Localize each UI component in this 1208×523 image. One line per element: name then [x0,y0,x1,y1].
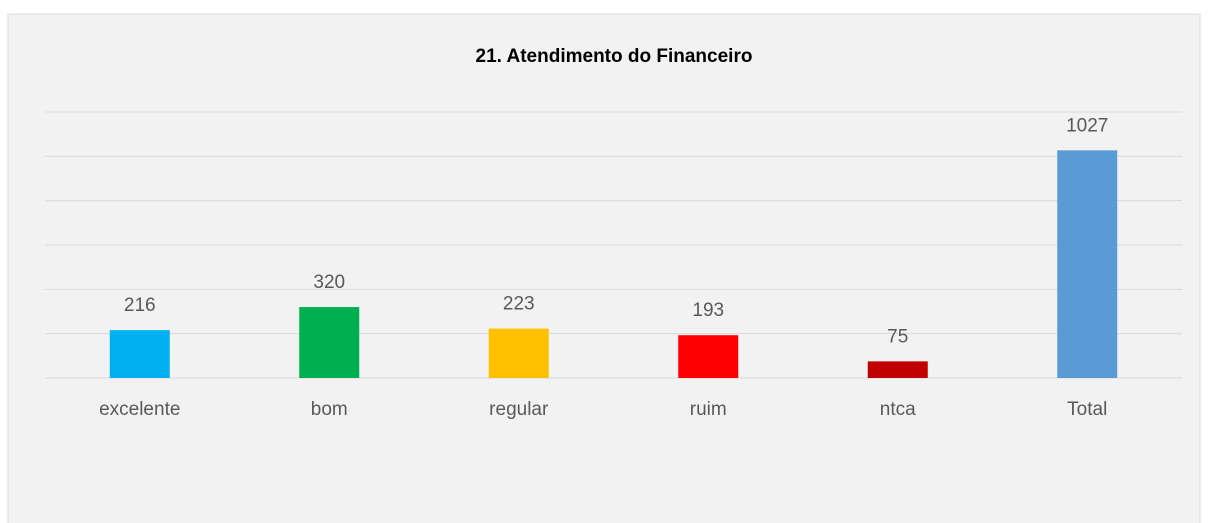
data-label: 75 [887,326,908,347]
x-tick-label: excelente [99,399,180,420]
x-tick-label: ntca [880,399,916,420]
bar [678,335,739,378]
chart-area [7,13,1201,523]
data-label: 193 [692,300,724,321]
data-label: 223 [503,294,535,315]
chart-title: 21. Atendimento do Financeiro [476,46,753,67]
bar [1057,150,1118,378]
x-tick-label: Total [1067,399,1107,420]
bar [488,328,549,378]
data-label: 320 [313,272,345,293]
bar [109,330,170,378]
data-label: 216 [124,295,156,316]
x-tick-label: ruim [690,399,727,420]
bar [299,307,360,378]
x-tick-label: regular [489,399,549,420]
bar [867,361,928,378]
data-label: 1027 [1066,115,1108,136]
x-tick-label: bom [311,399,348,420]
